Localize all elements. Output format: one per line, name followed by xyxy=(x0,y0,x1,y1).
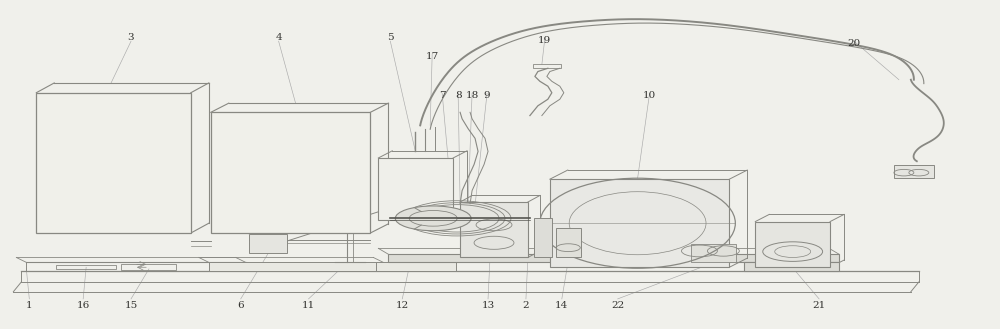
Bar xyxy=(211,112,370,233)
Text: 7: 7 xyxy=(439,91,445,100)
Circle shape xyxy=(395,206,471,231)
Text: 9: 9 xyxy=(484,91,490,100)
Text: 19: 19 xyxy=(538,36,552,45)
Text: 2: 2 xyxy=(523,301,529,310)
Bar xyxy=(378,158,453,220)
Text: 13: 13 xyxy=(481,301,495,310)
Bar xyxy=(56,265,116,269)
Bar xyxy=(691,244,736,262)
Text: 16: 16 xyxy=(77,301,90,310)
Text: 18: 18 xyxy=(465,91,479,100)
Bar xyxy=(534,218,552,258)
Text: 22: 22 xyxy=(611,301,624,310)
Text: 21: 21 xyxy=(812,301,826,310)
Text: 17: 17 xyxy=(426,52,439,61)
Bar xyxy=(460,202,528,258)
Text: 12: 12 xyxy=(396,301,409,310)
Text: 1: 1 xyxy=(26,301,33,310)
Bar xyxy=(556,228,581,258)
Text: 3: 3 xyxy=(128,33,134,42)
Text: 5: 5 xyxy=(387,33,394,42)
Text: 15: 15 xyxy=(124,301,138,310)
Bar xyxy=(36,93,191,233)
Bar xyxy=(744,262,839,270)
Bar xyxy=(894,164,934,178)
Text: 10: 10 xyxy=(643,91,656,100)
Bar xyxy=(121,264,176,269)
Bar xyxy=(550,179,729,267)
Text: 14: 14 xyxy=(555,301,568,310)
Bar xyxy=(755,222,830,267)
Bar xyxy=(533,64,561,68)
Bar xyxy=(249,234,287,253)
Bar xyxy=(388,254,839,262)
Text: 8: 8 xyxy=(455,91,461,100)
Text: 11: 11 xyxy=(302,301,315,310)
Text: 4: 4 xyxy=(275,33,282,42)
Text: 20: 20 xyxy=(847,39,861,48)
Bar xyxy=(376,262,456,270)
Text: 6: 6 xyxy=(237,301,244,310)
Bar xyxy=(209,262,383,270)
